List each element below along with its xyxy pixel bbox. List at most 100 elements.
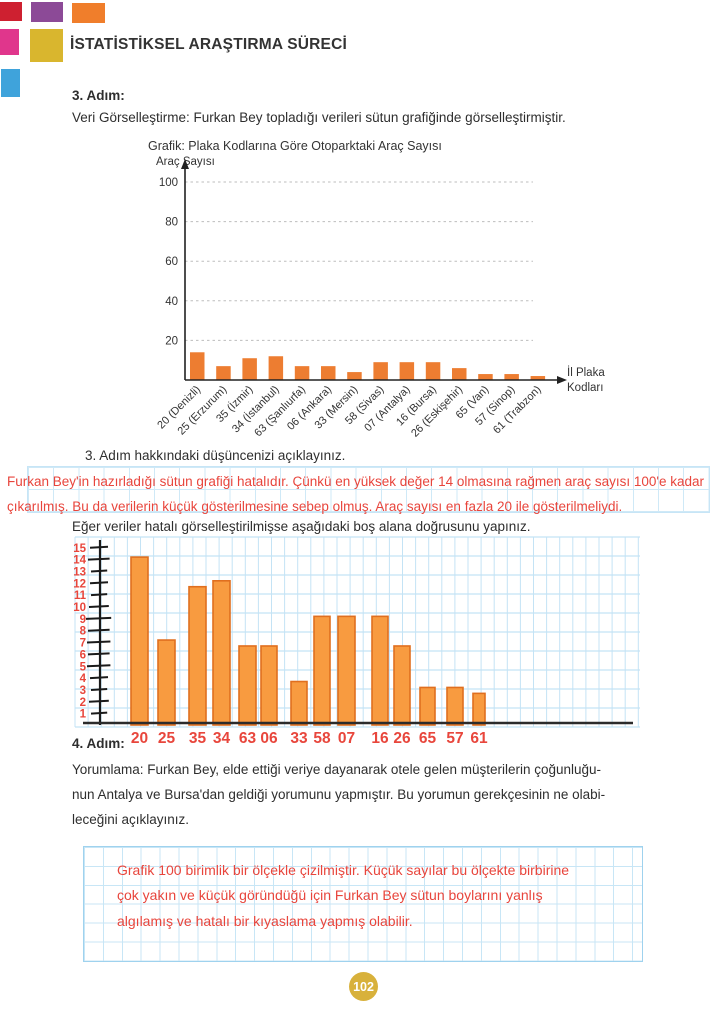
page-title: İSTATİSTİKSEL ARAŞTIRMA SÜRECİ [70, 36, 347, 53]
y-tick-label: 11 [74, 590, 87, 602]
step3-redo-prompt: Eğer veriler hatalı görselleştirilmişse … [72, 519, 531, 534]
category-label: 57 [446, 730, 463, 747]
bar [419, 686, 436, 726]
answer-grid-area [27, 466, 710, 513]
body-line: Yorumlama: Furkan Bey, elde ettiği veriy… [72, 762, 602, 777]
bar [478, 374, 493, 380]
category-label: 63 [239, 730, 257, 747]
header-square-red [0, 2, 22, 21]
bar [268, 356, 284, 380]
y-tick [90, 711, 108, 715]
bar [373, 362, 388, 380]
bar [321, 366, 336, 380]
bar [242, 358, 257, 380]
category-label: 58 [313, 730, 331, 747]
y-tick-label: 5 [80, 661, 87, 673]
category-label: 65 [419, 730, 437, 747]
bar [130, 556, 149, 726]
header-square-blue [1, 69, 20, 97]
y-tick-label: 4 [80, 673, 87, 685]
bar [399, 362, 415, 380]
bar [337, 615, 356, 726]
header-square-magenta [0, 29, 19, 55]
chart2-bars [130, 556, 486, 726]
bar [347, 372, 362, 380]
y-tick-label: 12 [73, 578, 86, 590]
step4-answer-text: Grafik 100 birimlik bir ölçekle çizilmiş… [117, 858, 569, 934]
y-tick-label: 80 [165, 217, 178, 229]
y-tick-label: 2 [80, 697, 86, 709]
bar [446, 686, 464, 726]
bar [238, 645, 257, 726]
y-tick [88, 699, 109, 703]
chart1-x-arrow [557, 376, 567, 384]
bar [290, 680, 308, 726]
bar [313, 615, 331, 726]
y-tick-label: 15 [73, 543, 86, 555]
body-line: nun Antalya ve Bursa'dan geldiği yorumun… [72, 787, 606, 803]
y-tick-label: 60 [165, 256, 178, 268]
y-tick-label: 10 [73, 602, 86, 614]
answer-line: Grafik 100 birimlik bir ölçekle çizilmiş… [117, 862, 570, 878]
chart1-gridlines: 20 40 60 80 100 [159, 177, 533, 347]
y-tick-label: 13 [73, 566, 86, 578]
bar [504, 374, 519, 380]
bar [188, 585, 207, 726]
x-label-line: Kodları [567, 382, 603, 394]
y-tick-label: 3 [80, 685, 86, 697]
answer-line: çıkarılmış. Bu da verilerin küçük göster… [7, 499, 623, 515]
bar [452, 368, 467, 380]
bar [294, 366, 310, 380]
y-tick-label: 40 [165, 296, 178, 308]
y-tick [86, 664, 111, 668]
chart1-y-arrow [181, 159, 189, 169]
page-number-badge: 102 [349, 972, 378, 1001]
chart1-bars [190, 352, 546, 380]
y-tick-label: 20 [165, 335, 178, 347]
category-label: 25 [158, 730, 176, 747]
body-line: leceğini açıklayınız. [72, 812, 190, 828]
step3-question: 3. Adım hakkındaki düşüncenizi açıklayın… [85, 448, 346, 463]
y-tick [86, 640, 111, 644]
x-label-line: İl Plaka [567, 366, 605, 379]
category-label: 26 [393, 730, 411, 747]
y-tick-label: 7 [80, 638, 86, 650]
bar [216, 366, 231, 380]
parking-bar-chart: Grafik: Plaka Kodlarına Göre Otoparktaki… [148, 139, 605, 440]
y-tick-label: 8 [80, 626, 87, 638]
step3-heading: 3. Adım: [72, 88, 125, 103]
bar [393, 645, 411, 726]
bar [260, 645, 278, 726]
step3-body: Veri Görselleştirme: Furkan Bey topladığ… [72, 110, 566, 125]
y-tick [90, 593, 108, 597]
y-tick [90, 687, 108, 691]
y-tick [87, 557, 110, 561]
y-tick [89, 581, 109, 585]
category-label: 61 [470, 730, 488, 747]
bar [190, 352, 205, 380]
y-tick [85, 616, 112, 620]
header-square-orange [72, 3, 105, 23]
y-tick-label: 6 [80, 649, 86, 661]
chart1-x-axis-label: İl Plaka Kodları [567, 366, 605, 394]
bar [157, 639, 176, 726]
step4-heading: 4. Adım: [72, 736, 125, 751]
bar [371, 615, 389, 726]
header-square-purple [31, 2, 63, 22]
y-tick-label: 1 [80, 709, 87, 721]
category-label: 07 [338, 730, 355, 747]
y-tick [90, 569, 108, 573]
bar [425, 362, 441, 380]
header-square-yellow [30, 29, 63, 62]
category-label: 35 [189, 730, 207, 747]
bar [472, 692, 486, 726]
bar [212, 579, 231, 726]
chart2-category-labels: 20 25 35 34 63 06 33 58 07 16 26 65 57 61 [131, 730, 488, 747]
answer-line: Furkan Bey'in hazırladığı sütun grafiği … [7, 474, 705, 489]
y-tick [87, 628, 110, 632]
chart1-category-labels: 20 (Denizli)25 (Erzurum)35 (İzmir)34 (İs… [155, 383, 543, 440]
step4-answer-box [83, 846, 643, 962]
answer-line: algılamış ve hatalı bir kıyaslama yapmış… [117, 912, 413, 929]
